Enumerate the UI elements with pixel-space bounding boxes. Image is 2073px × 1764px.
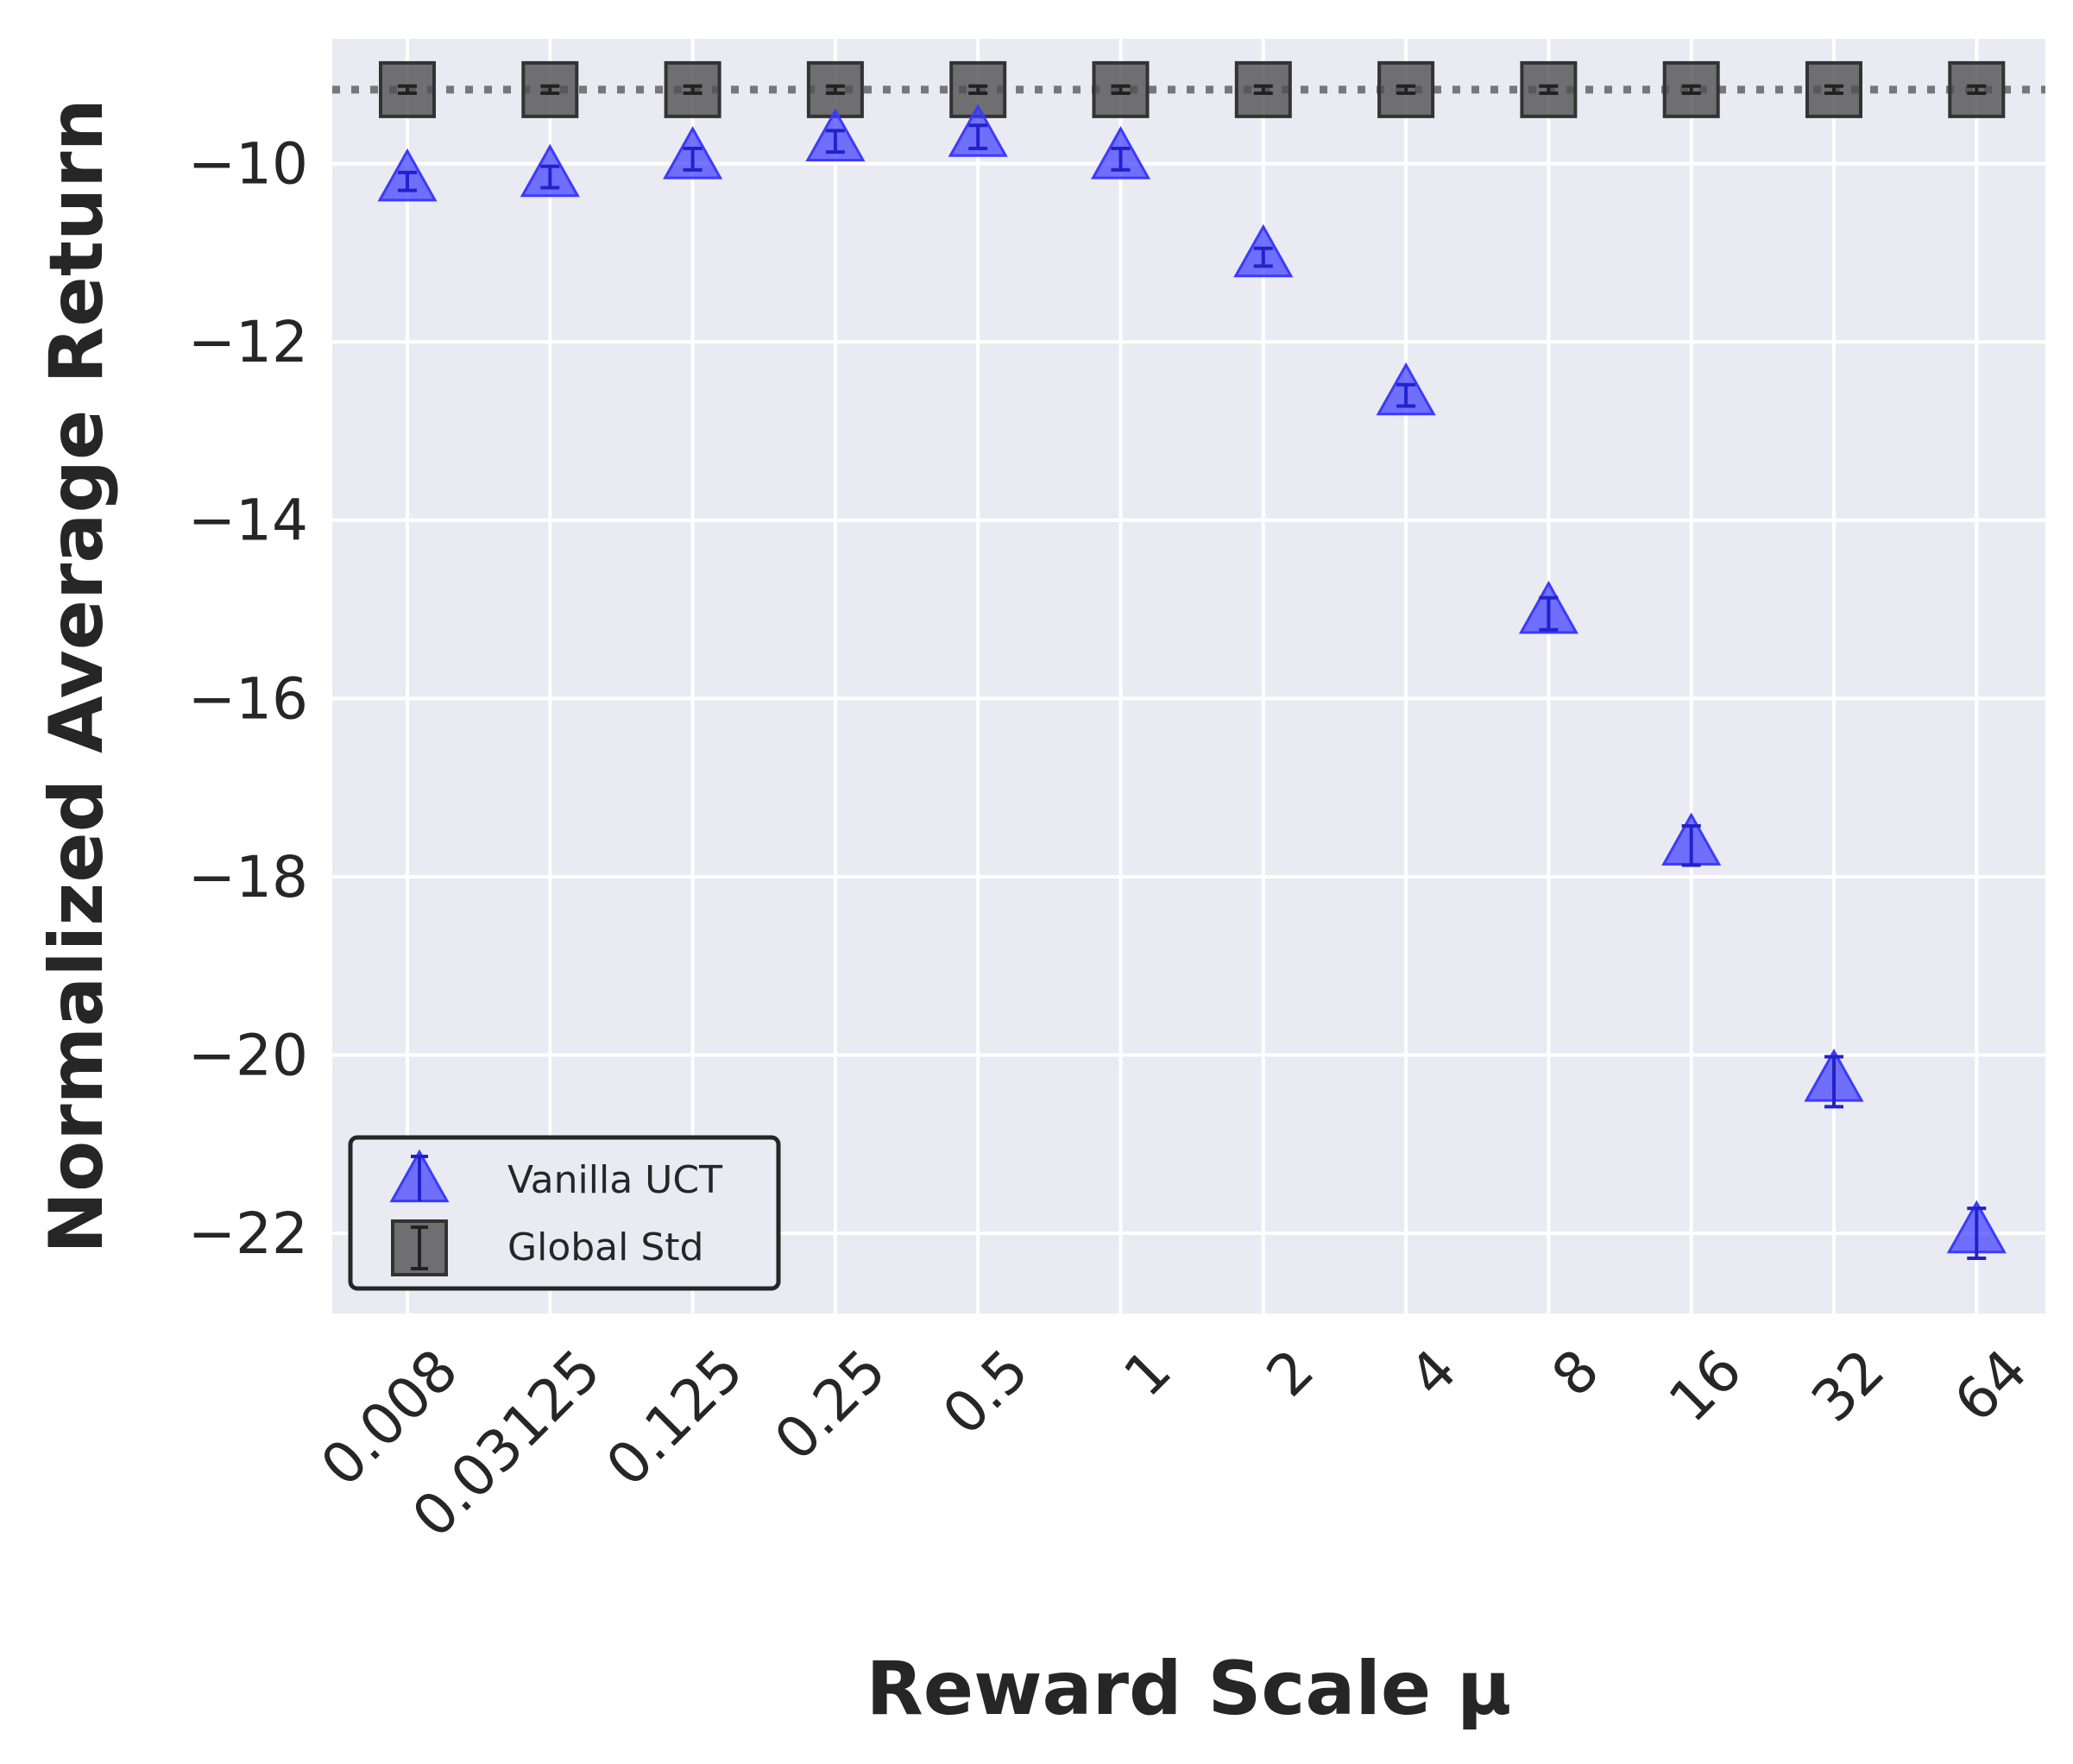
x-tick-label: 2 <box>1254 1337 1326 1409</box>
data-point-vanilla-uct <box>1090 126 1151 180</box>
x-tick-label: 8 <box>1540 1337 1612 1409</box>
data-point-vanilla-uct <box>1233 224 1294 278</box>
x-tick-label: 0.25 <box>762 1337 898 1473</box>
data-point-vanilla-uct <box>1376 362 1436 416</box>
y-tick-label: −22 <box>188 1200 308 1267</box>
data-point-vanilla-uct <box>1804 1049 1864 1109</box>
data-point-vanilla-uct <box>520 143 580 198</box>
data-point-vanilla-uct <box>377 148 438 202</box>
square-marker <box>1520 60 1578 118</box>
data-point-vanilla-uct <box>1661 812 1722 867</box>
data-point-vanilla-uct <box>663 126 723 180</box>
data-point-global-std <box>379 60 436 118</box>
legend-label-vanilla-uct: Vanilla UCT <box>507 1158 722 1202</box>
x-axis-title: Reward Scale μ <box>866 1646 1512 1732</box>
legend-label-global-std: Global Std <box>507 1225 703 1269</box>
data-point-vanilla-uct <box>805 108 866 161</box>
y-axis-title: Normalized Average Return <box>34 98 120 1254</box>
legend-entry-vanilla-uct: Vanilla UCT <box>389 1149 722 1203</box>
data-point-vanilla-uct <box>948 104 1008 157</box>
y-tick-label: −18 <box>188 844 308 910</box>
x-tick-label: 1 <box>1112 1337 1184 1409</box>
y-tick-label: −14 <box>188 488 308 554</box>
data-point-global-std <box>806 60 864 118</box>
y-tick-label: −12 <box>188 309 308 375</box>
data-point-global-std <box>1662 60 1720 118</box>
data-point-global-std <box>1948 60 2006 118</box>
data-point-global-std <box>1805 60 1862 118</box>
x-tick-label: 64 <box>1942 1337 2040 1435</box>
data-point-vanilla-uct <box>1518 580 1578 634</box>
y-tick-labels: −10 −12 −14 −16 −18 −20 −22 <box>188 131 308 1267</box>
data-point-global-std <box>1234 60 1292 118</box>
x-tick-label: 32 <box>1799 1337 1897 1435</box>
grid-lines <box>332 39 2045 1314</box>
data-point-global-std <box>1092 60 1150 118</box>
y-tick-label: −10 <box>188 131 308 198</box>
plot-area <box>332 39 2045 1314</box>
legend-entry-global-std: Global Std <box>391 1219 703 1276</box>
y-tick-label: −16 <box>188 665 308 732</box>
data-marks <box>377 60 2007 1260</box>
x-tick-label: 0.5 <box>930 1337 1042 1448</box>
x-tick-label: 0.125 <box>594 1337 756 1499</box>
legend-box <box>348 1135 781 1291</box>
data-point-global-std <box>664 60 721 118</box>
data-point-global-std <box>521 60 579 118</box>
legend: Vanilla UCT Global Std <box>348 1135 781 1291</box>
data-point-global-std <box>1377 60 1435 118</box>
data-point-vanilla-uct <box>1946 1200 2007 1260</box>
x-tick-label: 4 <box>1396 1337 1469 1409</box>
y-tick-label: −20 <box>188 1022 308 1088</box>
x-tick-label: 16 <box>1656 1337 1755 1435</box>
data-point-global-std <box>1520 60 1578 118</box>
